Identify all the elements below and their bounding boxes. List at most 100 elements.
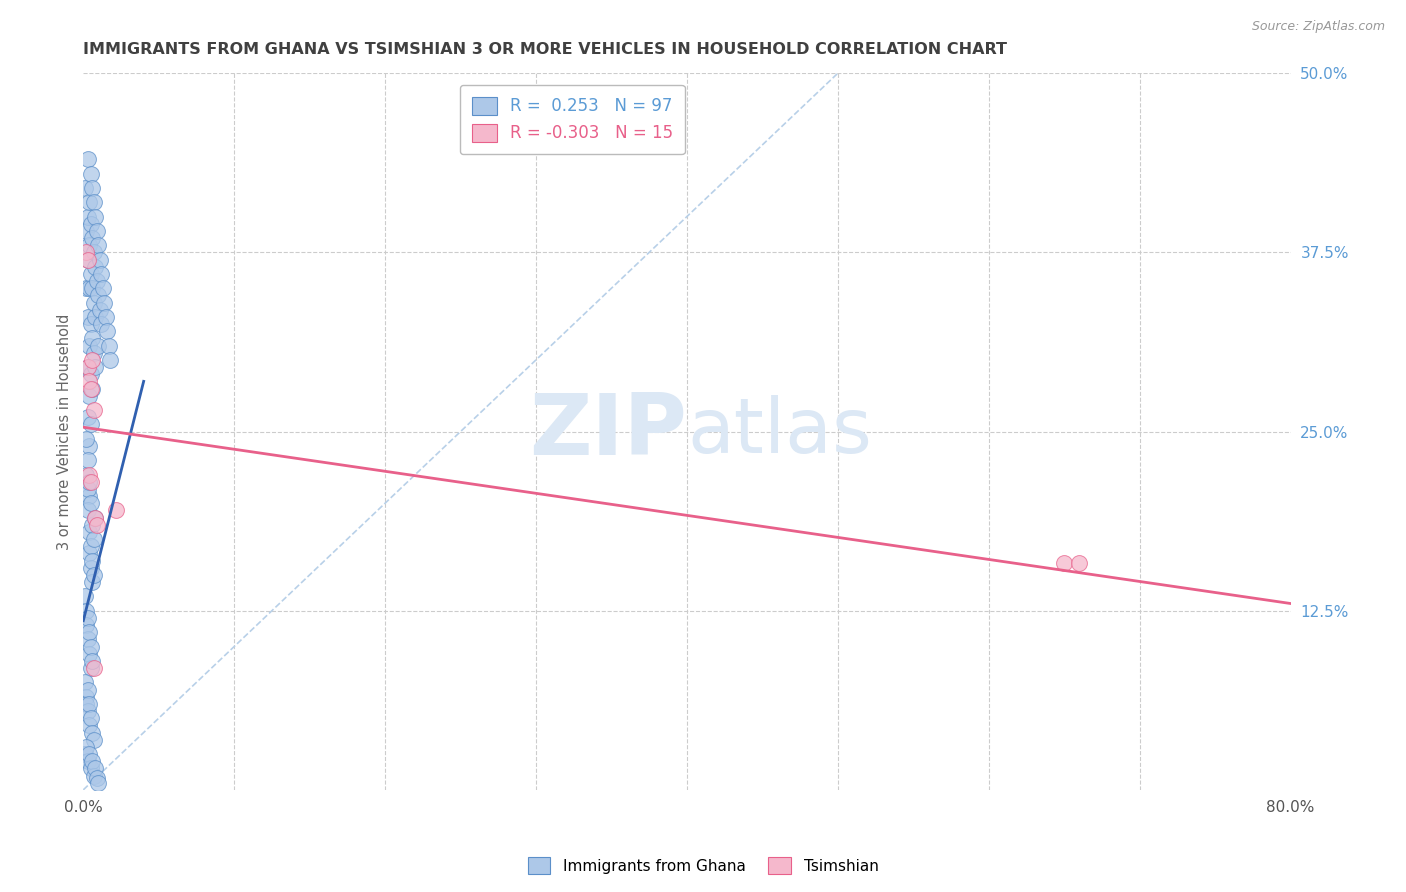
- Point: [84, 359, 107, 374]
- Point: [87, 775, 110, 789]
- Point: [73, 590, 96, 604]
- Point: [79, 524, 101, 539]
- Point: [83, 195, 105, 210]
- Point: [83, 403, 105, 417]
- Point: [79, 747, 101, 761]
- Point: [76, 359, 98, 374]
- Text: atlas: atlas: [688, 394, 872, 468]
- Point: [82, 352, 104, 367]
- Point: [82, 281, 104, 295]
- Legend: Immigrants from Ghana, Tsimshian: Immigrants from Ghana, Tsimshian: [522, 851, 884, 880]
- Point: [80, 267, 103, 281]
- Point: [75, 604, 97, 618]
- Point: [75, 739, 97, 754]
- Point: [75, 690, 97, 704]
- Point: [76, 632, 98, 647]
- Point: [76, 682, 98, 697]
- Point: [79, 195, 101, 210]
- Point: [80, 475, 103, 489]
- Point: [1069, 557, 1091, 571]
- Point: [79, 489, 101, 503]
- Point: [73, 181, 96, 195]
- Point: [79, 439, 101, 453]
- Point: [73, 747, 96, 761]
- Point: [79, 546, 101, 560]
- Point: [82, 574, 104, 589]
- Point: [89, 302, 111, 317]
- Point: [83, 245, 105, 260]
- Point: [75, 432, 97, 446]
- Y-axis label: 3 or more Vehicles in Household: 3 or more Vehicles in Household: [58, 313, 72, 549]
- Point: [76, 503, 98, 517]
- Point: [80, 217, 103, 231]
- Point: [75, 467, 97, 482]
- Point: [86, 772, 108, 786]
- Point: [76, 410, 98, 425]
- Point: [84, 260, 107, 274]
- Point: [96, 324, 118, 338]
- Point: [75, 281, 97, 295]
- Point: [76, 453, 98, 467]
- Point: [105, 503, 128, 517]
- Point: [82, 553, 104, 567]
- Point: [80, 560, 103, 574]
- Point: [73, 675, 96, 690]
- Point: [84, 210, 107, 224]
- Point: [80, 661, 103, 675]
- Point: [87, 238, 110, 252]
- Point: [82, 754, 104, 768]
- Point: [82, 517, 104, 532]
- Point: [76, 210, 98, 224]
- Point: [76, 252, 98, 267]
- Point: [75, 245, 97, 260]
- Point: [76, 611, 98, 625]
- Point: [80, 382, 103, 396]
- Point: [79, 389, 101, 403]
- Point: [90, 317, 112, 331]
- Point: [87, 338, 110, 352]
- Point: [80, 711, 103, 725]
- Point: [82, 231, 104, 245]
- Point: [83, 345, 105, 359]
- Point: [79, 238, 101, 252]
- Point: [76, 359, 98, 374]
- Point: [79, 375, 101, 389]
- Point: [79, 338, 101, 352]
- Legend: R =  0.253   N = 97, R = -0.303   N = 15: R = 0.253 N = 97, R = -0.303 N = 15: [460, 85, 685, 154]
- Point: [83, 295, 105, 310]
- Text: Source: ZipAtlas.com: Source: ZipAtlas.com: [1251, 20, 1385, 33]
- Text: ZIP: ZIP: [529, 390, 688, 473]
- Point: [76, 754, 98, 768]
- Point: [84, 761, 107, 775]
- Point: [86, 224, 108, 238]
- Point: [79, 281, 101, 295]
- Point: [79, 718, 101, 732]
- Point: [82, 654, 104, 668]
- Point: [84, 510, 107, 524]
- Point: [91, 281, 114, 295]
- Point: [80, 496, 103, 510]
- Point: [82, 181, 104, 195]
- Point: [83, 661, 105, 675]
- Point: [76, 310, 98, 324]
- Point: [87, 288, 110, 302]
- Point: [86, 274, 108, 288]
- Point: [80, 640, 103, 654]
- Point: [75, 224, 97, 238]
- Point: [97, 338, 120, 352]
- Point: [89, 252, 111, 267]
- Text: IMMIGRANTS FROM GHANA VS TSIMSHIAN 3 OR MORE VEHICLES IN HOUSEHOLD CORRELATION C: IMMIGRANTS FROM GHANA VS TSIMSHIAN 3 OR …: [83, 42, 1007, 57]
- Point: [82, 725, 104, 739]
- Point: [86, 517, 108, 532]
- Point: [75, 618, 97, 632]
- Point: [93, 295, 115, 310]
- Point: [83, 768, 105, 782]
- Point: [80, 761, 103, 775]
- Point: [75, 697, 97, 711]
- Point: [76, 152, 98, 166]
- Point: [82, 331, 104, 345]
- Point: [83, 567, 105, 582]
- Point: [79, 467, 101, 482]
- Point: [90, 267, 112, 281]
- Point: [80, 167, 103, 181]
